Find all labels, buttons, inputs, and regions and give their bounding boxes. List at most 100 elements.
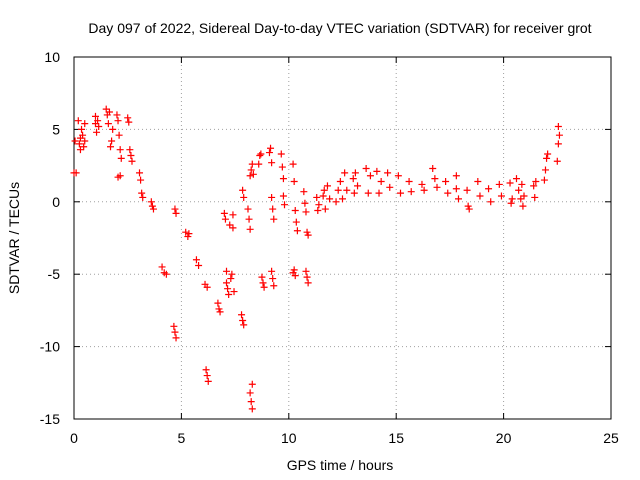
data-point	[202, 366, 210, 374]
data-point	[125, 118, 133, 126]
data-point	[474, 178, 482, 186]
data-points	[70, 105, 563, 413]
data-point	[508, 195, 516, 203]
data-point	[507, 199, 515, 207]
data-point	[75, 140, 83, 148]
data-point	[292, 218, 300, 226]
plot-border	[73, 56, 612, 420]
data-point	[81, 137, 89, 145]
data-point	[540, 176, 548, 184]
data-point	[244, 205, 252, 213]
data-point	[452, 185, 460, 193]
data-point	[332, 198, 340, 206]
data-point	[303, 273, 311, 281]
data-point	[320, 186, 328, 194]
data-point	[79, 131, 87, 139]
data-point	[81, 120, 89, 128]
data-point	[323, 182, 331, 190]
data-point	[171, 328, 179, 336]
data-point	[300, 188, 308, 196]
data-point	[293, 227, 301, 235]
data-point	[553, 157, 561, 165]
data-point	[95, 123, 103, 131]
y-tick-label: -15	[40, 411, 60, 427]
data-point	[326, 195, 334, 203]
data-point	[203, 283, 211, 291]
data-point	[246, 389, 254, 397]
data-point	[230, 288, 238, 296]
data-point	[248, 160, 256, 168]
y-tick-label: -5	[48, 266, 61, 282]
data-point	[465, 205, 473, 213]
data-point	[108, 137, 116, 145]
data-point	[78, 125, 86, 133]
data-point	[246, 225, 254, 233]
data-point	[245, 215, 253, 223]
data-point	[301, 199, 309, 207]
data-point	[291, 272, 299, 280]
data-point	[204, 377, 212, 385]
x-tick-label: 10	[281, 430, 297, 446]
data-point	[396, 189, 404, 197]
data-point	[278, 163, 286, 171]
data-point	[147, 198, 155, 206]
data-point	[268, 267, 276, 275]
data-point	[384, 169, 392, 177]
x-tick-label: 25	[603, 430, 619, 446]
data-point	[239, 186, 247, 194]
data-point	[487, 198, 495, 206]
data-point	[512, 175, 520, 183]
data-point	[375, 189, 383, 197]
data-point	[114, 173, 122, 181]
data-point	[216, 308, 224, 316]
x-axis-label: GPS time / hours	[287, 457, 394, 473]
data-point	[341, 169, 349, 177]
data-point	[80, 143, 88, 151]
data-point	[259, 279, 267, 287]
data-point	[442, 178, 450, 186]
data-point	[229, 224, 237, 232]
data-point	[452, 172, 460, 180]
data-point	[256, 151, 264, 159]
data-point	[247, 166, 255, 174]
data-point	[248, 405, 256, 413]
data-point	[290, 178, 298, 186]
data-point	[343, 186, 351, 194]
axis-ticks	[73, 56, 612, 420]
data-point	[495, 180, 503, 188]
data-point	[268, 193, 276, 201]
data-point	[172, 209, 180, 217]
data-point	[515, 186, 523, 194]
data-point	[433, 183, 441, 191]
data-point	[506, 179, 514, 187]
data-point	[220, 209, 228, 217]
data-point	[407, 188, 415, 196]
data-point	[247, 398, 255, 406]
y-tick-label: -10	[40, 339, 60, 355]
data-point	[543, 154, 551, 162]
data-point	[224, 285, 232, 293]
data-point	[279, 192, 287, 200]
data-point	[531, 193, 539, 201]
y-axis-label: SDTVAR / TECUs	[6, 182, 22, 294]
data-point	[269, 205, 277, 213]
data-point	[281, 201, 289, 209]
data-point	[94, 117, 102, 125]
data-point	[228, 270, 236, 278]
data-point	[290, 266, 298, 274]
data-point	[192, 256, 200, 264]
data-point	[171, 205, 179, 213]
data-point	[418, 180, 426, 188]
data-point	[554, 140, 562, 148]
data-point	[302, 267, 310, 275]
data-point	[373, 167, 381, 175]
data-point	[249, 170, 257, 178]
data-point	[117, 154, 125, 162]
x-tick-label: 0	[70, 430, 78, 446]
data-point	[304, 279, 312, 287]
data-point	[431, 175, 439, 183]
data-point	[257, 150, 265, 158]
data-point	[463, 186, 471, 194]
y-tick-labels: -15 -10 -5 0 5 10	[40, 49, 60, 427]
